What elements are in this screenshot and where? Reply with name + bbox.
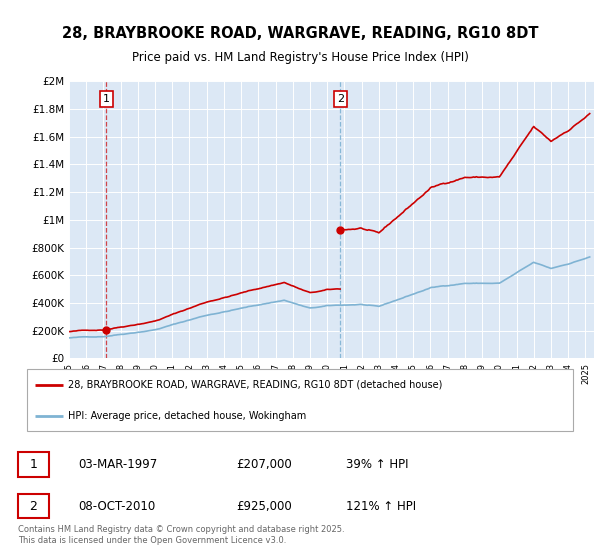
Text: 2: 2 [29,500,37,513]
FancyBboxPatch shape [18,494,49,519]
Text: £207,000: £207,000 [236,458,292,471]
Text: 03-MAR-1997: 03-MAR-1997 [78,458,157,471]
Text: 121% ↑ HPI: 121% ↑ HPI [346,500,416,513]
Text: HPI: Average price, detached house, Wokingham: HPI: Average price, detached house, Woki… [68,411,307,421]
Text: 08-OCT-2010: 08-OCT-2010 [78,500,155,513]
Text: 1: 1 [103,94,110,104]
Text: 28, BRAYBROOKE ROAD, WARGRAVE, READING, RG10 8DT: 28, BRAYBROOKE ROAD, WARGRAVE, READING, … [62,26,538,41]
Text: Price paid vs. HM Land Registry's House Price Index (HPI): Price paid vs. HM Land Registry's House … [131,50,469,64]
FancyBboxPatch shape [18,452,49,477]
Text: 1: 1 [29,458,37,471]
Text: Contains HM Land Registry data © Crown copyright and database right 2025.
This d: Contains HM Land Registry data © Crown c… [18,525,344,545]
Text: £925,000: £925,000 [236,500,292,513]
Text: 2: 2 [337,94,344,104]
FancyBboxPatch shape [27,370,573,431]
Text: 28, BRAYBROOKE ROAD, WARGRAVE, READING, RG10 8DT (detached house): 28, BRAYBROOKE ROAD, WARGRAVE, READING, … [68,380,443,390]
Text: 39% ↑ HPI: 39% ↑ HPI [346,458,409,471]
